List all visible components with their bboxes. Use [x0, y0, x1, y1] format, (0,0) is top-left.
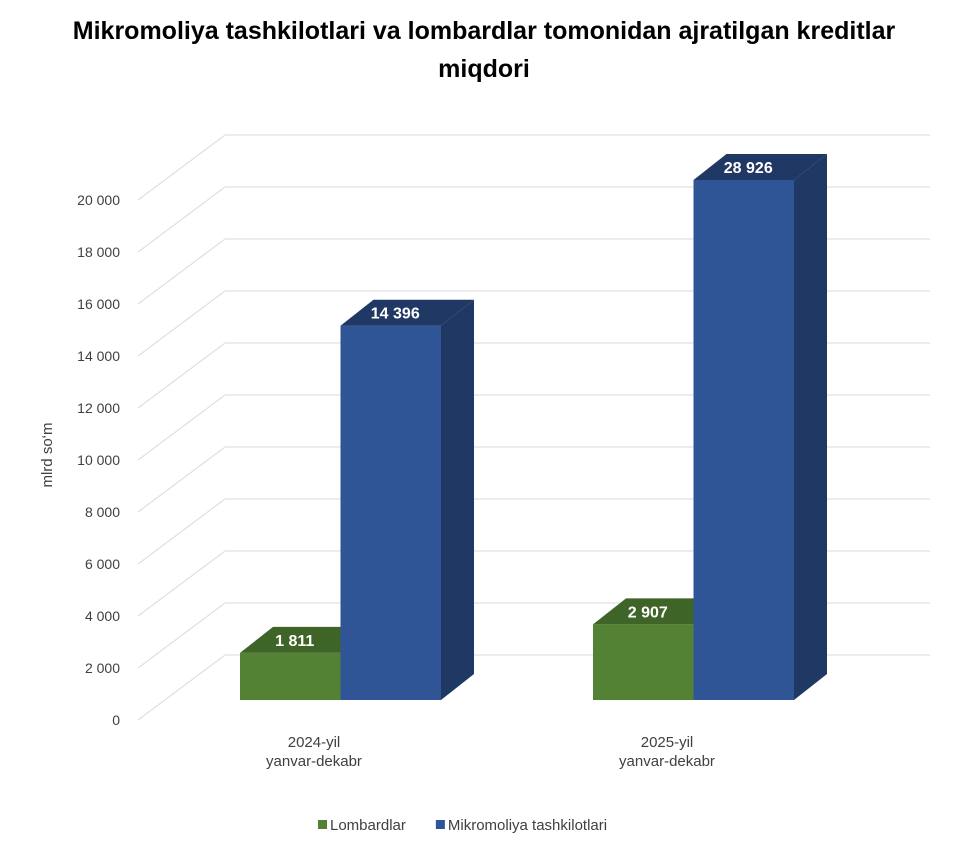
grid-line	[137, 186, 226, 253]
y-tick-label: 12 000	[77, 400, 120, 416]
legend-label: Lombardlar	[330, 817, 406, 834]
grid-line	[137, 550, 226, 617]
data-label: 14 396	[371, 306, 420, 323]
bar	[593, 624, 694, 700]
y-tick-label: 0	[112, 712, 120, 728]
bar-top	[340, 299, 474, 326]
legend-swatch	[435, 820, 445, 829]
bar	[240, 652, 341, 700]
data-label: 1 811	[275, 633, 314, 650]
bars	[240, 154, 827, 700]
grid-line	[137, 394, 226, 461]
bar	[340, 325, 441, 700]
bar-top	[693, 154, 827, 180]
chart-title: Mikromoliya tashkilotlari va lombardlar …	[72, 17, 896, 83]
grid-line	[137, 654, 226, 721]
y-tick-label: 14 000	[77, 348, 120, 364]
y-tick-label: 2 000	[85, 660, 120, 676]
y-tick-label: 8 000	[85, 504, 120, 520]
y-tick-label: 20 000	[77, 192, 120, 208]
y-axis-label: mlrd so‘m	[39, 422, 56, 487]
grid-line	[137, 602, 226, 669]
bar-top	[593, 598, 727, 625]
bar-side	[441, 299, 474, 700]
y-tick-label: 16 000	[77, 296, 120, 312]
y-tick-label: 18 000	[77, 244, 120, 260]
data-label: 28 926	[724, 160, 773, 177]
bar-top	[240, 626, 374, 653]
y-tick-label: 6 000	[85, 556, 120, 572]
grid-line	[137, 342, 226, 409]
legend-swatch	[318, 820, 327, 829]
bar-side	[794, 154, 827, 700]
y-tick-label: 10 000	[77, 452, 120, 468]
grid-line	[137, 290, 226, 357]
x-tick-label: 2025-yil yanvar-dekabr	[619, 734, 715, 770]
legend-label: Mikromoliya tashkilotlari	[448, 817, 607, 834]
y-tick-label: 4 000	[85, 608, 120, 624]
grid-line	[137, 446, 226, 513]
bar	[693, 180, 794, 700]
data-label: 2 907	[628, 604, 668, 621]
grid-line	[137, 498, 226, 565]
grid-line	[137, 238, 226, 305]
x-tick-label: 2024-yil yanvar-dekabr	[266, 734, 362, 770]
grid-line	[137, 134, 226, 201]
